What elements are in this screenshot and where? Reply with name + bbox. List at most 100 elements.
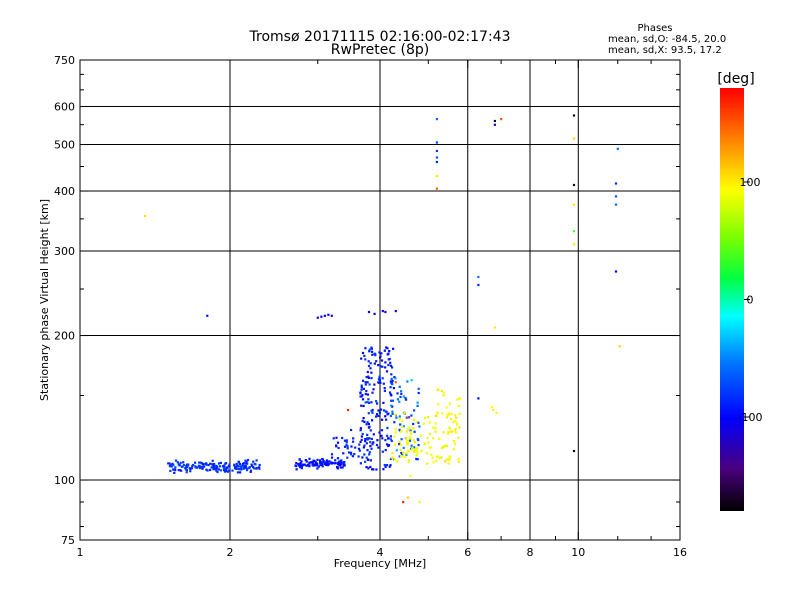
data-point xyxy=(202,463,205,466)
data-point xyxy=(457,397,460,400)
data-point xyxy=(390,404,393,407)
data-point xyxy=(500,118,503,121)
data-point xyxy=(206,314,209,317)
data-point xyxy=(364,347,367,350)
data-point xyxy=(411,446,414,449)
data-point xyxy=(364,401,367,404)
data-point xyxy=(366,458,369,461)
data-point xyxy=(423,442,426,445)
data-point xyxy=(366,421,369,424)
data-point xyxy=(359,392,362,395)
data-point xyxy=(406,443,409,446)
data-point xyxy=(431,456,434,459)
data-point xyxy=(459,397,462,400)
data-point xyxy=(616,147,619,150)
data-point xyxy=(369,362,372,365)
data-point xyxy=(366,381,369,384)
data-point xyxy=(450,412,453,416)
data-point xyxy=(219,461,222,464)
data-point xyxy=(410,433,413,436)
y-tick-label: 200 xyxy=(54,330,75,343)
x-tick-label: 16 xyxy=(673,546,687,559)
data-point xyxy=(370,377,373,380)
data-point xyxy=(222,467,226,470)
data-point xyxy=(381,450,384,453)
data-point xyxy=(458,412,461,415)
data-point xyxy=(298,458,301,461)
data-point xyxy=(186,464,189,467)
data-point xyxy=(178,469,181,472)
data-point xyxy=(346,456,349,459)
data-point xyxy=(368,383,371,386)
data-point xyxy=(399,395,402,399)
data-point xyxy=(435,149,438,153)
data-point xyxy=(381,418,384,421)
data-point xyxy=(195,466,199,469)
data-point xyxy=(255,459,258,462)
data-point xyxy=(389,464,392,467)
data-point xyxy=(378,411,381,414)
data-point xyxy=(373,383,376,386)
data-point xyxy=(391,366,394,369)
data-point xyxy=(366,433,369,436)
data-point xyxy=(432,426,435,429)
data-point xyxy=(244,465,247,468)
data-point xyxy=(349,451,353,454)
data-point xyxy=(389,361,392,364)
data-point xyxy=(439,456,442,459)
data-point xyxy=(371,411,374,414)
data-point xyxy=(400,438,403,441)
data-point xyxy=(413,418,416,421)
data-point xyxy=(388,391,392,394)
data-point xyxy=(388,350,391,353)
data-point xyxy=(435,456,438,459)
data-point xyxy=(360,384,363,387)
data-point xyxy=(380,359,384,362)
data-point xyxy=(410,379,413,382)
data-point xyxy=(370,409,373,413)
data-point xyxy=(319,464,322,467)
data-point xyxy=(400,425,403,428)
data-point xyxy=(219,469,223,472)
data-point xyxy=(391,452,394,455)
data-point xyxy=(365,423,368,426)
data-point xyxy=(343,439,347,442)
data-point xyxy=(363,453,366,456)
data-point xyxy=(452,421,455,424)
data-point xyxy=(417,444,420,447)
data-point xyxy=(440,389,443,392)
data-point xyxy=(402,446,405,449)
data-point xyxy=(346,447,349,450)
data-point xyxy=(401,453,404,456)
data-point xyxy=(426,436,429,440)
data-point xyxy=(184,468,188,471)
data-point xyxy=(406,496,410,499)
colorbar-tick-label: 100 xyxy=(740,176,761,189)
data-point xyxy=(198,461,201,464)
data-point xyxy=(402,425,405,428)
data-point xyxy=(405,430,409,433)
data-point xyxy=(369,445,372,448)
data-point xyxy=(245,469,249,472)
data-point xyxy=(299,465,302,469)
data-point xyxy=(448,455,451,458)
data-point xyxy=(336,441,340,444)
data-point xyxy=(352,437,355,440)
data-point xyxy=(200,462,203,465)
data-point xyxy=(457,460,461,463)
data-point xyxy=(211,459,214,462)
data-point xyxy=(457,404,460,407)
data-point xyxy=(380,352,383,355)
data-point xyxy=(406,441,409,444)
data-point xyxy=(614,203,618,206)
data-point xyxy=(385,346,388,349)
data-point xyxy=(365,376,368,379)
data-point xyxy=(417,391,420,395)
data-point xyxy=(435,459,438,462)
phases-o-stats: mean, sd,O: -84.5, 20.0 xyxy=(608,34,726,45)
data-point xyxy=(417,421,420,424)
data-point xyxy=(328,460,331,463)
data-point xyxy=(371,353,374,356)
data-point xyxy=(383,387,386,390)
data-point xyxy=(215,464,218,468)
